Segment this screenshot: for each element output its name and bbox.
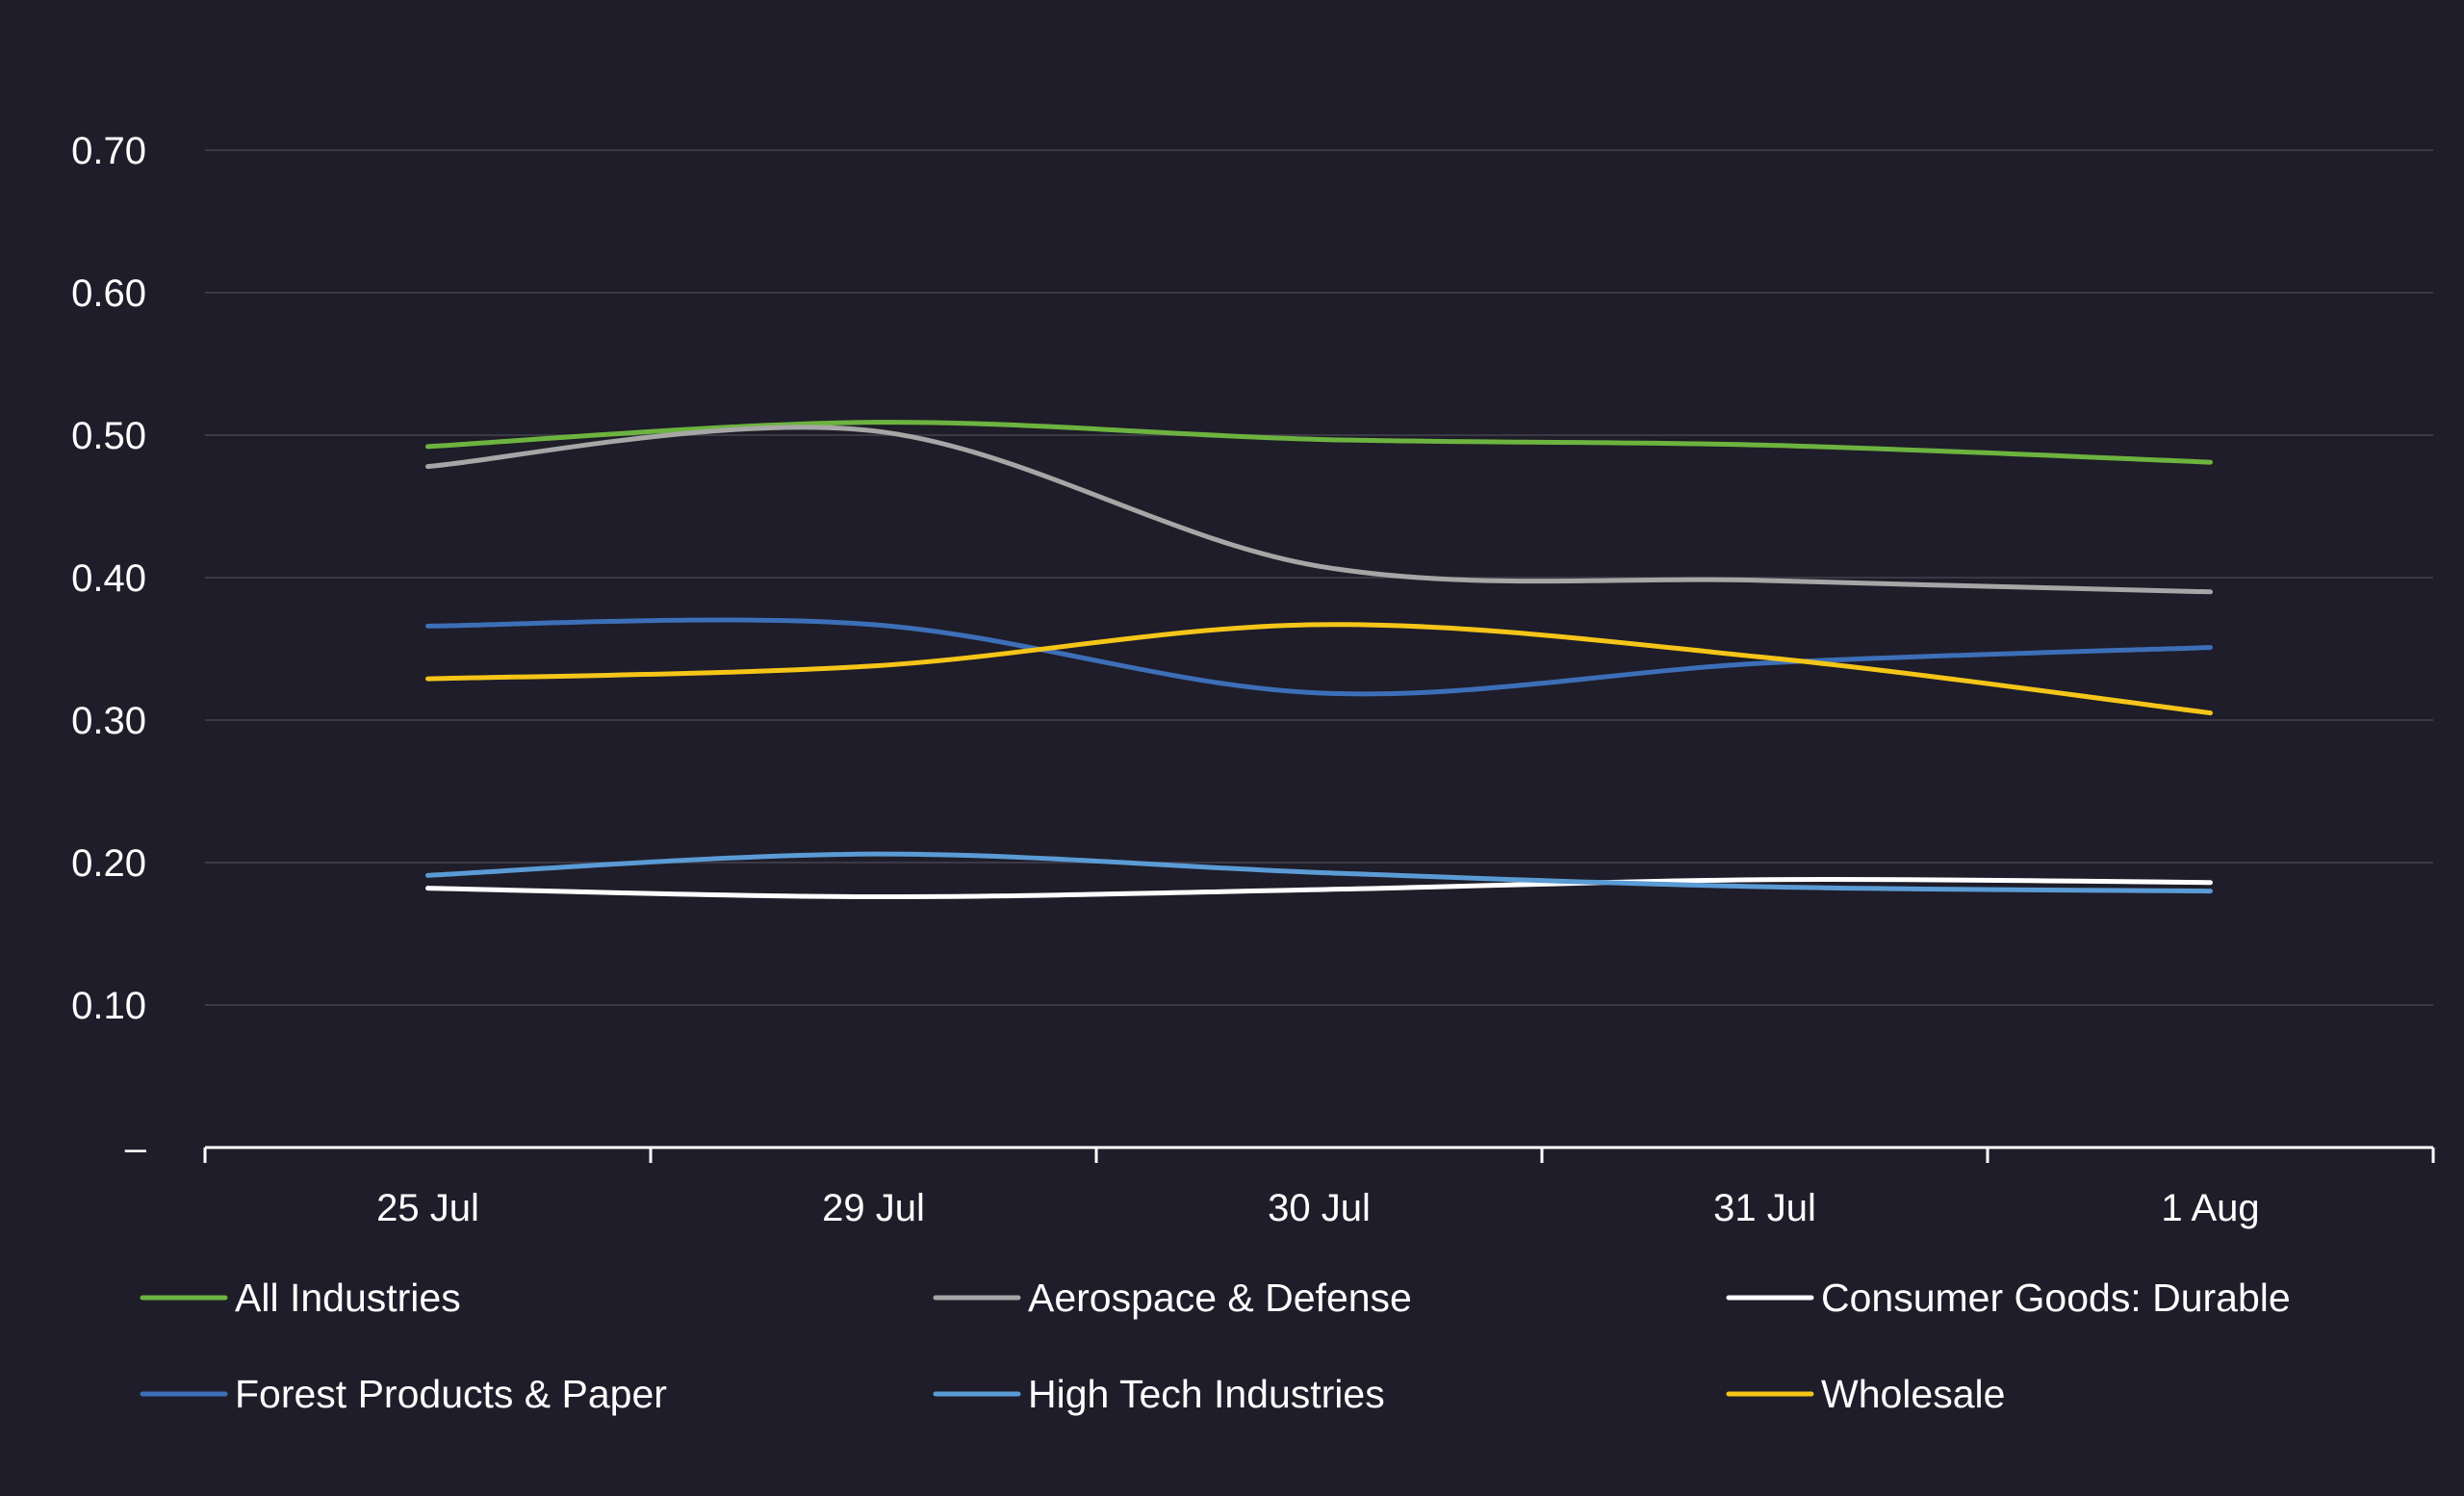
legend: All Industries Aerospace & Defense Consume…	[140, 1276, 2291, 1416]
x-tick-label: 1 Aug	[2161, 1187, 2259, 1229]
legend-label: Wholesale	[1821, 1372, 2005, 1416]
gridlines	[205, 149, 2433, 1006]
x-tick-label: 31 Jul	[1713, 1187, 1816, 1229]
y-tick-label: –	[125, 1127, 147, 1170]
legend-label: High Tech Industries	[1028, 1372, 1385, 1416]
x-tick-label: 30 Jul	[1268, 1187, 1371, 1229]
legend-label: Forest Products & Paper	[235, 1372, 667, 1416]
y-tick-label: 0.60	[71, 272, 146, 315]
y-tick-label: 0.70	[71, 130, 146, 172]
legend-item-all-industries: All Industries	[140, 1276, 461, 1320]
legend-item-high-tech-industries: High Tech Industries	[933, 1372, 1385, 1416]
y-tick-label: 0.20	[71, 842, 146, 885]
series-line-all-industries	[425, 420, 2213, 465]
series-line-wholesale	[425, 622, 2213, 716]
y-tick-label: 0.50	[71, 415, 146, 457]
series-line-high-tech-industries	[425, 851, 2213, 894]
y-tick-label: 0.40	[71, 557, 146, 600]
y-axis: – 0.10 0.20 0.30 0.40 0.50 0.60 0.70	[71, 130, 147, 1170]
x-tick-label: 29 Jul	[822, 1187, 925, 1229]
legend-item-consumer-goods-durable: Consumer Goods: Durable	[1726, 1276, 2291, 1320]
legend-label: Consumer Goods: Durable	[1821, 1276, 2291, 1320]
legend-item-forest-products-paper: Forest Products & Paper	[140, 1372, 667, 1416]
y-tick-label: 0.30	[71, 700, 146, 742]
legend-label: All Industries	[235, 1276, 461, 1320]
x-axis: 25 Jul 29 Jul 30 Jul 31 Jul 1 Aug	[203, 1146, 2435, 1229]
legend-label: Aerospace & Defense	[1028, 1276, 1412, 1320]
series-line-forest-products-paper	[425, 617, 2213, 697]
series-lines	[425, 420, 2213, 900]
y-tick-label: 0.10	[71, 985, 146, 1027]
legend-item-aerospace-defense: Aerospace & Defense	[933, 1276, 1412, 1320]
x-tick-label: 25 Jul	[376, 1187, 479, 1229]
series-line-aerospace-defense	[425, 425, 2213, 595]
series-line-consumer-goods-durable	[425, 877, 2213, 900]
legend-item-wholesale: Wholesale	[1726, 1372, 2005, 1416]
